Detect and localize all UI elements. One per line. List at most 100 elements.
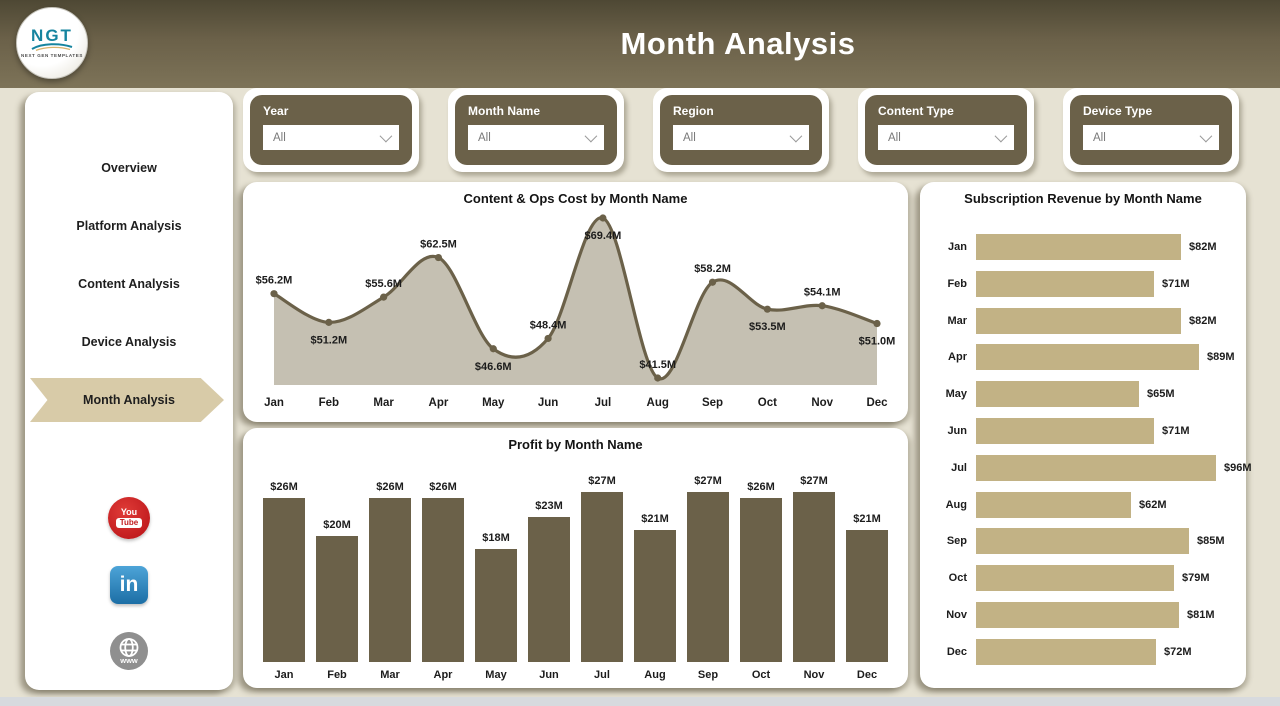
sidebar-item-device-analysis[interactable]: Device Analysis xyxy=(81,335,177,349)
cost-point-oct[interactable] xyxy=(763,305,771,313)
cost-point-nov[interactable] xyxy=(818,302,826,310)
subscription-bar-dec[interactable] xyxy=(976,638,1156,665)
profit-bar-jul[interactable] xyxy=(581,492,623,662)
cost-point-aug[interactable] xyxy=(654,374,662,382)
subscription-y-label: Apr xyxy=(948,351,967,364)
profit-column: $23M Jun xyxy=(528,500,570,682)
filter-card-content-type: Content Type All xyxy=(858,88,1034,172)
filter-device-type-label: Device Type xyxy=(1083,104,1153,118)
profit-column: $27M Sep xyxy=(687,475,729,682)
subscription-value-label: $79M xyxy=(1182,572,1210,585)
cost-point-apr[interactable] xyxy=(434,253,443,262)
filter-content-type-dropdown[interactable]: All xyxy=(878,125,1014,150)
subscription-y-label: Oct xyxy=(948,572,967,585)
cost-value-label: $62.5M xyxy=(420,239,457,251)
subscription-bar-mar[interactable] xyxy=(976,307,1181,334)
cost-x-label: May xyxy=(482,397,505,409)
sidebar-item-content-analysis[interactable]: Content Analysis xyxy=(78,277,180,291)
profit-bar-aug[interactable] xyxy=(634,530,676,662)
cost-value-label: $55.6M xyxy=(365,278,402,290)
profit-bar-mar[interactable] xyxy=(369,498,411,662)
profit-value-label: $26M xyxy=(429,481,457,493)
filter-card-device-type: Device Type All xyxy=(1063,88,1239,172)
subscription-value-label: $85M xyxy=(1197,535,1225,548)
subscription-bar-apr[interactable] xyxy=(976,344,1199,371)
filter-month-name-dropdown[interactable]: All xyxy=(468,125,604,150)
profit-bar-nov[interactable] xyxy=(793,492,835,662)
profit-chart-title: Profit by Month Name xyxy=(508,437,643,452)
cost-value-label: $56.2M xyxy=(256,275,293,287)
cost-value-label: $41.5M xyxy=(639,359,676,371)
subscription-bar-may[interactable] xyxy=(976,381,1139,408)
filter-device-type-dropdown[interactable]: All xyxy=(1083,125,1219,150)
sidebar-item-month-analysis[interactable]: Month Analysis xyxy=(25,371,233,429)
profit-value-label: $23M xyxy=(535,500,563,512)
cost-point-may[interactable] xyxy=(489,345,497,353)
profit-x-label: Nov xyxy=(803,669,825,681)
cost-area-chart[interactable]: $56.2M Jan $51.2M Feb $55.6M Mar $62.5M Apr $46.… xyxy=(243,208,908,420)
profit-value-label: $26M xyxy=(270,481,298,493)
subscription-bar-chart: Jan $82M Feb $71M Mar $82M Apr $89M May $65M Jun $7… xyxy=(934,234,1252,665)
cost-point-sep[interactable] xyxy=(708,278,717,286)
profit-bar-jun[interactable] xyxy=(528,517,570,662)
sidebar-item-overview[interactable]: Overview xyxy=(101,161,157,175)
profit-column: $27M Jul xyxy=(581,475,623,682)
subscription-bar-feb[interactable] xyxy=(976,270,1154,297)
subscription-row: Jan $82M xyxy=(934,234,1238,260)
filter-region-dropdown[interactable]: All xyxy=(673,125,809,150)
subscription-bar-jul[interactable] xyxy=(976,454,1216,481)
cost-x-label: Dec xyxy=(866,397,888,409)
cost-point-jan[interactable] xyxy=(270,290,278,298)
subscription-row: Oct $79M xyxy=(934,565,1238,592)
subscription-bar-nov[interactable] xyxy=(976,601,1179,628)
cost-value-label: $69.4M xyxy=(585,230,622,242)
profit-column: $26M Apr xyxy=(422,481,464,682)
cost-point-jul[interactable] xyxy=(599,214,607,222)
cost-point-mar[interactable] xyxy=(380,293,388,301)
subscription-value-label: $89M xyxy=(1207,351,1235,364)
cost-point-jun[interactable] xyxy=(544,334,552,343)
subscription-value-label: $71M xyxy=(1162,424,1190,437)
subscription-row: Dec $72M xyxy=(934,638,1238,665)
profit-bar-sep[interactable] xyxy=(687,492,729,662)
profit-bar-may[interactable] xyxy=(475,549,517,662)
subscription-chart-panel: Subscription Revenue by Month Name Jan $8… xyxy=(920,182,1252,688)
subscription-bar-jun[interactable] xyxy=(976,417,1154,444)
subscription-bar-oct[interactable] xyxy=(976,565,1174,592)
filter-year-dropdown[interactable]: All xyxy=(263,125,399,150)
subscription-value-label: $71M xyxy=(1162,277,1190,290)
chevron-down-icon xyxy=(789,129,803,143)
subscription-bar-sep[interactable] xyxy=(976,528,1189,555)
profit-x-label: Mar xyxy=(380,669,400,681)
linkedin-icon[interactable]: in xyxy=(110,566,148,604)
filter-card-month-name: Month Name All xyxy=(448,88,624,172)
subscription-row: Sep $85M xyxy=(934,528,1238,555)
profit-x-label: May xyxy=(485,669,507,681)
subscription-y-label: Dec xyxy=(946,645,967,658)
profit-bar-dec[interactable] xyxy=(846,530,888,662)
subscription-bar-jan[interactable] xyxy=(976,234,1181,260)
sidebar-nav: Overview Platform Analysis Content Analy… xyxy=(25,92,233,429)
youtube-icon[interactable]: You Tube xyxy=(108,497,150,539)
cost-x-label: Apr xyxy=(429,397,449,409)
subscription-y-label: Nov xyxy=(946,608,967,621)
subscription-y-label: Jan xyxy=(948,241,967,253)
cost-point-feb[interactable] xyxy=(325,318,333,326)
cost-point-dec[interactable] xyxy=(873,319,881,328)
subscription-bar-aug[interactable] xyxy=(976,491,1131,518)
sidebar-item-platform-analysis[interactable]: Platform Analysis xyxy=(76,219,182,233)
profit-bar-feb[interactable] xyxy=(316,536,358,662)
profit-bar-jan[interactable] xyxy=(263,498,305,662)
profit-bar-chart: $26M Jan $20M Feb $26M Mar $26M Apr $18M May $23M J… xyxy=(255,464,896,682)
active-arrow-shape xyxy=(30,378,224,422)
subscription-row: Jul $96M xyxy=(934,454,1252,481)
profit-value-label: $27M xyxy=(694,475,722,487)
profit-column: $18M May xyxy=(475,532,517,682)
cost-x-label: Mar xyxy=(373,397,394,409)
profit-column: $21M Aug xyxy=(634,513,676,682)
ngt-logo[interactable]: NGT NEXT GEN TEMPLATES xyxy=(16,7,88,79)
profit-bar-apr[interactable] xyxy=(422,498,464,662)
profit-bar-oct[interactable] xyxy=(740,498,782,662)
globe-icon[interactable]: www xyxy=(109,631,149,676)
cost-x-label: Sep xyxy=(702,397,723,409)
